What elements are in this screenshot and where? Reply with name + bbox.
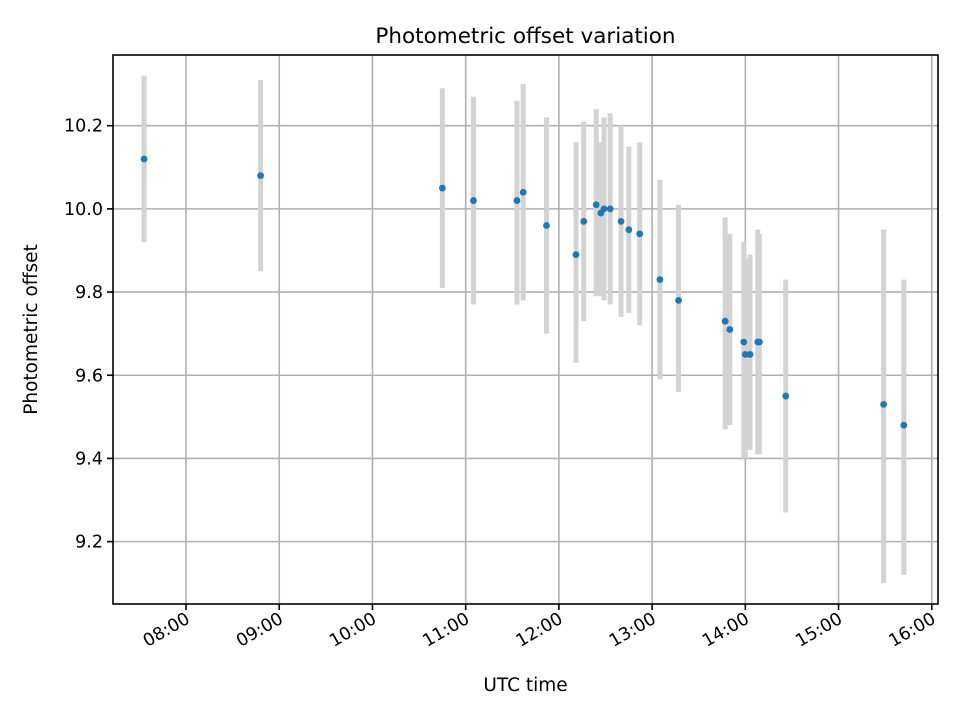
data-point — [900, 421, 908, 429]
data-point — [746, 351, 754, 358]
data-point — [721, 317, 729, 325]
x-tick-label: 16:00 — [886, 609, 940, 652]
data-point — [636, 230, 644, 238]
data-point — [257, 172, 264, 180]
data-point — [782, 392, 790, 400]
data-point — [600, 205, 608, 213]
x-tick-label: 13:00 — [606, 609, 660, 652]
data-point — [740, 338, 748, 346]
x-tick-label: 10:00 — [326, 609, 380, 652]
x-tick-label: 11:00 — [420, 609, 474, 652]
data-point — [617, 217, 625, 225]
y-tick-label: 10.0 — [64, 200, 103, 220]
x-axis-ticks: 08:00 09:00 10:00 11:00 12:00 13:00 14:00 15:00… — [140, 604, 939, 652]
y-tick-label: 9.8 — [75, 283, 103, 303]
data-point — [726, 326, 734, 333]
data-point — [625, 226, 633, 234]
x-tick-label: 14:00 — [699, 609, 753, 652]
data-point — [592, 201, 600, 209]
data-point — [470, 197, 477, 204]
data-point — [543, 222, 550, 229]
y-tick-label: 9.2 — [75, 533, 103, 553]
data-point — [513, 197, 521, 204]
y-axis-ticks: 9.2 9.4 9.6 9.8 10.0 10.2 — [64, 117, 113, 553]
x-tick-label: 15:00 — [792, 609, 846, 652]
data-points — [140, 155, 908, 429]
data-point — [675, 296, 682, 304]
y-tick-label: 9.6 — [75, 366, 103, 386]
plot-frame — [112, 54, 939, 605]
data-point — [572, 251, 580, 259]
data-point — [656, 276, 664, 283]
chart-title: Photometric offset variation — [375, 24, 675, 49]
y-tick-label: 10.2 — [64, 117, 103, 137]
data-point — [741, 351, 749, 358]
y-tick-label: 9.4 — [75, 449, 103, 469]
data-point — [519, 188, 527, 196]
data-point — [580, 217, 588, 225]
data-point — [880, 400, 888, 408]
x-tick-label: 12:00 — [513, 609, 567, 652]
x-tick-label: 09:00 — [233, 609, 287, 652]
data-point — [606, 205, 614, 213]
data-point — [438, 184, 446, 192]
y-axis-label: Photometric offset — [21, 244, 42, 415]
x-tick-label: 08:00 — [140, 609, 194, 652]
data-point — [140, 155, 148, 163]
data-point — [755, 338, 763, 346]
x-axis-label: UTC time — [483, 675, 567, 696]
error-bars — [141, 75, 907, 584]
